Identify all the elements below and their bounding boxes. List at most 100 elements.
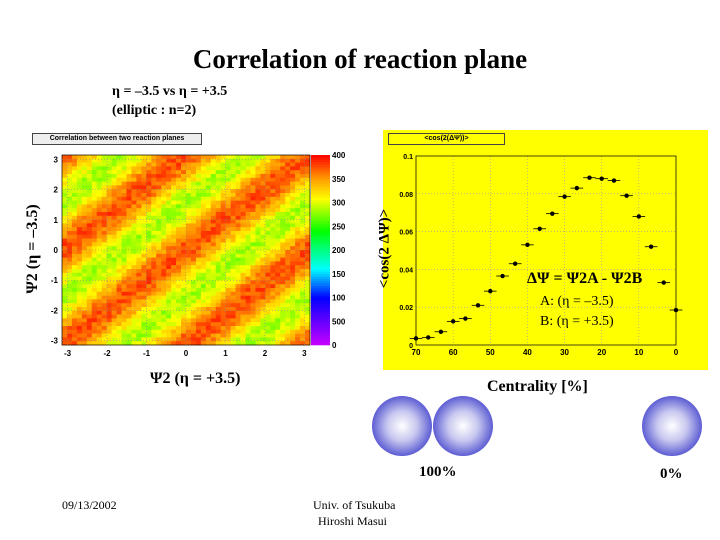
heatmap-cell xyxy=(101,295,107,300)
x-tick-label: 50 xyxy=(486,348,495,357)
heatmap-cell xyxy=(156,158,162,163)
heatmap-cell xyxy=(290,212,296,217)
heatmap-cell xyxy=(86,299,93,304)
heatmap-cell xyxy=(181,284,187,289)
heatmap-cell xyxy=(96,166,102,171)
heatmap-cell xyxy=(280,280,286,285)
heatmap-cell xyxy=(245,333,251,338)
colorbar-cell xyxy=(311,290,330,294)
heatmap-cell xyxy=(215,269,222,274)
heatmap-cell xyxy=(76,234,83,239)
heatmap-cell xyxy=(151,231,157,236)
heatmap-cell xyxy=(81,322,88,327)
heatmap-cell xyxy=(235,272,241,277)
heatmap-cell xyxy=(71,196,78,201)
heatmap-cell xyxy=(215,208,222,213)
heatmap-cell xyxy=(215,155,222,160)
heatmap-cell xyxy=(116,295,122,300)
heatmap-cell xyxy=(62,227,68,232)
heatmap-cell xyxy=(265,265,271,270)
heatmap-cell xyxy=(245,238,251,243)
heatmap-cell xyxy=(151,333,157,338)
heatmap-cell xyxy=(62,200,68,205)
heatmap-cell xyxy=(200,272,207,277)
heatmap-cell xyxy=(66,288,73,293)
heatmap-cell xyxy=(225,238,231,243)
colorbar-cell xyxy=(311,299,330,303)
heatmap-cell xyxy=(176,215,182,220)
heatmap-cell xyxy=(111,238,117,243)
heatmap-cell xyxy=(116,219,122,224)
heatmap-cell xyxy=(171,276,177,281)
heatmap-cell xyxy=(210,276,217,281)
heatmap-cell xyxy=(215,307,222,312)
colorbar-cell xyxy=(311,212,330,215)
heatmap-cell xyxy=(190,284,197,289)
heatmap-cell xyxy=(210,257,217,262)
heatmap-cell xyxy=(205,174,212,179)
heatmap-cell xyxy=(81,193,88,198)
heatmap-cell xyxy=(136,257,142,262)
heatmap-cell xyxy=(280,155,286,160)
heatmap-cell xyxy=(300,250,306,255)
heatmap-cell xyxy=(285,181,291,186)
heatmap-cell xyxy=(141,288,147,293)
heatmap-cell xyxy=(220,193,226,198)
heatmap-cell xyxy=(106,333,112,338)
heatmap-cell xyxy=(91,223,98,228)
heatmap-cell xyxy=(71,166,78,171)
heatmap-cell xyxy=(101,200,107,205)
heatmap-cell xyxy=(91,341,98,346)
heatmap-cell xyxy=(181,155,187,160)
heatmap-cell xyxy=(235,215,241,220)
heatmap-cell xyxy=(66,177,73,182)
heatmap-cell xyxy=(156,219,162,224)
heatmap-cell xyxy=(116,299,122,304)
heatmap-cell xyxy=(161,208,167,213)
heatmap-cell xyxy=(195,291,202,296)
heatmap-cell xyxy=(136,155,142,160)
heatmap-cell xyxy=(240,322,246,327)
heatmap-cell xyxy=(280,170,286,175)
heatmap-cell xyxy=(285,337,291,342)
heatmap-cell xyxy=(280,333,286,338)
heatmap-cell xyxy=(106,310,112,315)
heatmap-cell xyxy=(101,303,107,308)
heatmap-cell xyxy=(210,269,217,274)
heatmap-cell xyxy=(186,189,192,194)
heatmap-cell xyxy=(295,314,301,319)
heatmap-cell xyxy=(235,303,241,308)
heatmap-cell xyxy=(176,189,182,194)
heatmap-cell xyxy=(62,174,68,179)
heatmap-cell xyxy=(151,177,157,182)
heatmap-cell xyxy=(156,257,162,262)
heatmap-cell xyxy=(240,299,246,304)
heatmap-cell xyxy=(151,322,157,327)
heatmap-cell xyxy=(181,269,187,274)
heatmap-cell xyxy=(101,174,107,179)
heatmap-cell xyxy=(190,204,197,209)
heatmap-cell xyxy=(62,196,68,201)
heatmap-cell xyxy=(71,223,78,228)
heatmap-cell xyxy=(245,310,251,315)
heatmap-cell xyxy=(265,219,271,224)
heatmap-cell xyxy=(205,158,212,163)
heatmap-cell xyxy=(171,333,177,338)
heatmap-cell xyxy=(275,234,281,239)
heatmap-cell xyxy=(81,291,88,296)
heatmap-cell xyxy=(285,238,291,243)
heatmap-cell xyxy=(86,219,93,224)
heatmap-cell xyxy=(220,314,226,319)
heatmap-cell xyxy=(270,333,276,338)
heatmap-cell xyxy=(270,219,276,224)
heatmap-cell xyxy=(131,280,137,285)
heatmap-cell xyxy=(186,295,192,300)
heatmap-cell xyxy=(136,291,142,296)
heatmap-cell xyxy=(62,329,68,334)
heatmap-cell xyxy=(161,329,167,334)
heatmap-cell xyxy=(96,196,102,201)
heatmap-cell xyxy=(136,162,142,167)
heatmap-cell xyxy=(280,310,286,315)
heatmap-cell xyxy=(230,234,236,239)
heatmap-cell xyxy=(151,307,157,312)
